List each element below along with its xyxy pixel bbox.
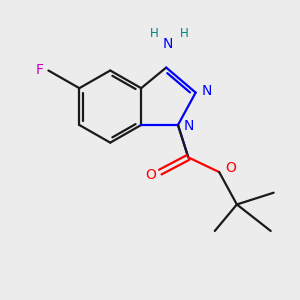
Text: H: H xyxy=(149,27,158,40)
Text: H: H xyxy=(179,27,188,40)
Text: O: O xyxy=(145,168,156,182)
Text: F: F xyxy=(36,64,44,77)
Text: N: N xyxy=(163,38,173,51)
Text: N: N xyxy=(202,84,212,98)
Text: N: N xyxy=(183,119,194,134)
Text: O: O xyxy=(226,161,236,175)
